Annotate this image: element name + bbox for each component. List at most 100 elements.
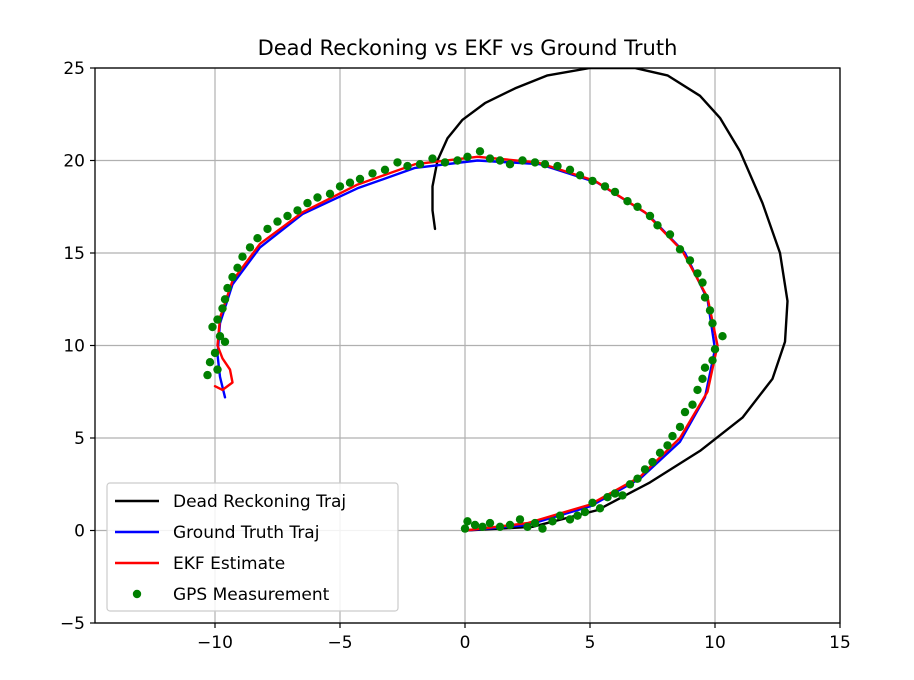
gps-point bbox=[223, 283, 232, 293]
gps-point bbox=[693, 385, 702, 395]
y-tick-label: 5 bbox=[74, 429, 85, 449]
gps-point bbox=[588, 498, 597, 507]
gps-point bbox=[610, 489, 620, 498]
gps-point bbox=[600, 182, 610, 191]
gps-point bbox=[463, 152, 472, 161]
gps-point bbox=[273, 217, 282, 226]
y-tick-label: 20 bbox=[63, 152, 85, 172]
gps-point bbox=[698, 278, 707, 287]
legend-label: Dead Reckoning Traj bbox=[173, 492, 346, 512]
gps-point bbox=[588, 176, 597, 186]
gps-point bbox=[428, 154, 437, 163]
gps-point bbox=[700, 293, 710, 302]
x-tick-label: −5 bbox=[327, 633, 352, 653]
gps-point bbox=[220, 337, 230, 346]
gps-point bbox=[573, 511, 582, 520]
gps-point bbox=[205, 358, 215, 367]
gps-point bbox=[393, 158, 402, 167]
gps-point bbox=[263, 224, 272, 234]
gps-point bbox=[345, 178, 355, 187]
gps-point bbox=[675, 245, 685, 254]
gps-point bbox=[505, 520, 515, 530]
gps-point bbox=[523, 522, 532, 531]
gps-point bbox=[213, 365, 222, 374]
gps-point bbox=[485, 518, 495, 528]
gps-point bbox=[253, 234, 262, 243]
gps-point bbox=[693, 269, 702, 278]
gps-point bbox=[648, 457, 657, 467]
gps-point bbox=[698, 374, 707, 383]
legend-label: EKF Estimate bbox=[173, 554, 285, 574]
gps-point bbox=[460, 524, 470, 533]
gps-point bbox=[710, 345, 720, 354]
gps-point bbox=[708, 319, 717, 328]
gps-point bbox=[283, 211, 292, 221]
gps-point bbox=[625, 480, 635, 489]
x-tick-label: 10 bbox=[704, 633, 726, 653]
gps-point bbox=[380, 165, 390, 174]
gps-point bbox=[228, 272, 237, 282]
gps-point bbox=[633, 202, 642, 211]
gps-point bbox=[688, 400, 697, 409]
gps-point bbox=[555, 511, 565, 520]
gps-point bbox=[705, 306, 715, 315]
gps-point bbox=[565, 515, 575, 524]
y-tick-label: 0 bbox=[74, 522, 85, 542]
gps-point bbox=[708, 356, 717, 365]
x-tick-label: 15 bbox=[829, 633, 851, 653]
gps-point bbox=[220, 295, 230, 304]
gps-point bbox=[655, 448, 665, 457]
gps-point bbox=[685, 256, 695, 265]
gps-point bbox=[580, 507, 590, 517]
gps-point bbox=[233, 263, 242, 272]
gps-point bbox=[530, 518, 540, 528]
gps-point bbox=[640, 465, 650, 474]
gps-point bbox=[505, 160, 515, 169]
plot-area bbox=[203, 68, 789, 533]
gps-point bbox=[495, 156, 505, 165]
chart-title: Dead Reckoning vs EKF vs Ground Truth bbox=[258, 36, 678, 60]
gps-point bbox=[440, 158, 450, 167]
y-tick-label: 10 bbox=[63, 337, 85, 357]
gps-point bbox=[355, 174, 365, 184]
gps-point bbox=[718, 332, 727, 341]
gps-point bbox=[415, 160, 425, 169]
gps-point bbox=[665, 230, 675, 239]
y-tick-label: 25 bbox=[63, 59, 85, 79]
gps-point bbox=[368, 169, 377, 178]
gps-point bbox=[313, 193, 322, 202]
gps-point bbox=[530, 158, 540, 167]
gps-point bbox=[208, 322, 217, 332]
gps-point bbox=[540, 160, 550, 169]
series-line-ekf-estimate bbox=[213, 155, 719, 532]
gps-point bbox=[325, 189, 335, 198]
gps-point bbox=[663, 441, 672, 450]
gps-point bbox=[603, 493, 612, 502]
gps-point bbox=[470, 520, 480, 530]
gps-point bbox=[495, 522, 505, 531]
gps-point bbox=[575, 171, 585, 180]
gps-point bbox=[633, 474, 642, 483]
gps-point bbox=[203, 370, 212, 380]
gps-point bbox=[475, 147, 485, 156]
gps-point bbox=[595, 504, 605, 513]
x-tick-label: 5 bbox=[585, 633, 596, 653]
gps-point bbox=[403, 161, 412, 171]
legend-box bbox=[106, 482, 399, 612]
gps-point bbox=[215, 332, 225, 341]
gps-point bbox=[238, 252, 247, 261]
gps-point bbox=[623, 197, 632, 206]
ticks: −10 −5 0 5 10 15 −5 0 5 10 15 20 25 bbox=[60, 59, 851, 653]
legend-label: Ground Truth Traj bbox=[173, 523, 319, 543]
gps-point bbox=[653, 221, 662, 230]
gps-point bbox=[485, 154, 495, 163]
gps-point bbox=[515, 515, 525, 524]
gps-point bbox=[245, 243, 255, 252]
gps-point bbox=[675, 422, 685, 432]
gps-point bbox=[478, 522, 487, 531]
legend: Dead Reckoning Traj Ground Truth Traj EKF … bbox=[106, 482, 399, 612]
legend-dot-swatch bbox=[132, 589, 142, 599]
gps-point bbox=[335, 182, 345, 191]
gps-point bbox=[700, 363, 710, 372]
